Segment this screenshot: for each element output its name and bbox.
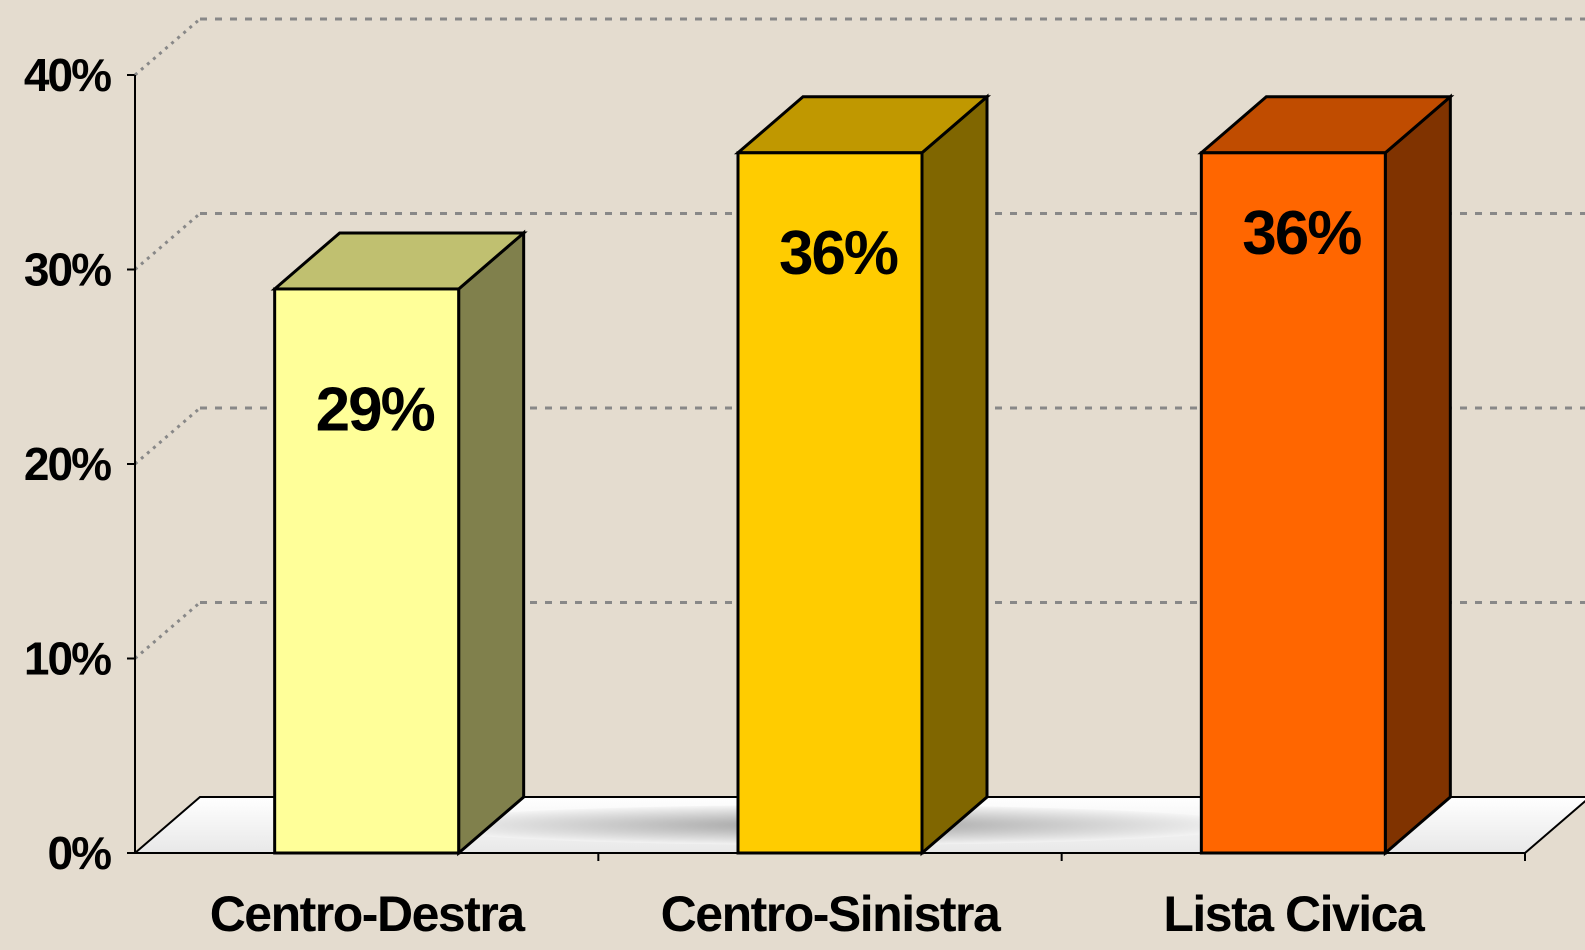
x-tick-label: Lista Civica [1163,886,1426,942]
bar [736,151,924,855]
y-tick-label: 20% [24,438,111,490]
bar-side [920,93,989,857]
value-label: 36% [779,219,898,288]
y-tick-label: 0% [48,827,112,879]
grid-line-depth [134,601,201,660]
x-tick-label: Centro-Sinistra [661,886,1002,942]
y-tick-label: 40% [24,49,111,101]
grid-line-depth [134,406,201,466]
bar-side [1383,93,1452,857]
bar [273,287,461,855]
bar-side [457,229,526,857]
y-tick-label: 30% [24,244,111,296]
value-label: 36% [1242,199,1361,268]
x-tick-label: Centro-Destra [210,886,527,942]
value-label: 29% [316,375,435,444]
grid-line-depth [134,212,201,271]
grid-line-depth [134,17,201,77]
y-tick-label: 10% [24,633,111,685]
bar [1199,151,1387,855]
